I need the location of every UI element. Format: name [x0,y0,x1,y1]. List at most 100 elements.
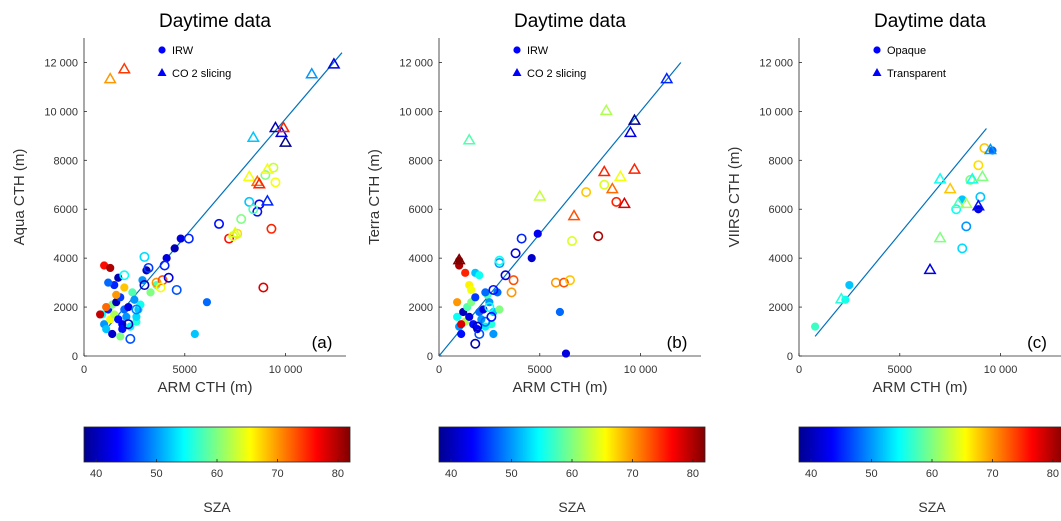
legend-marker-circle [513,46,521,54]
scatter-point-triangle [923,262,937,275]
scatter-point-filled-circle [130,295,139,304]
y-axis-label: Aqua CTH (m) [11,149,28,246]
scatter-point-triangle [277,121,291,133]
scatter-point-triangle [613,169,627,182]
legend-label: CO 2 slicing [172,68,231,80]
scatter-point-triangle [605,182,619,194]
scatter-point-open-circle [266,223,277,234]
y-tick-label: 0 [427,351,433,363]
colorbar-tick-label: 80 [687,468,699,480]
y-tick-label: 2000 [409,302,433,314]
y-tick-label: 12 000 [44,57,78,69]
y-tick-label: 12 000 [759,57,793,69]
scatter-point-triangle [117,62,131,74]
scatter-point-open-circle [611,196,622,207]
scatter-point-triangle [599,103,613,116]
scatter-point-triangle [597,165,611,177]
legend-label: IRW [172,45,194,57]
scatter-point-open-circle [516,233,527,244]
scatter-point-open-circle [506,287,517,298]
colorbar-tick-label: 40 [805,468,817,480]
x-axis-label: ARM CTH (m) [158,379,253,396]
data-points [811,143,997,331]
panel-label: (a) [312,333,333,352]
colorbar [83,426,351,463]
chart-title: Daytime data [514,11,626,32]
colorbar-tick-label: 50 [150,468,162,480]
y-tick-label: 10 000 [44,106,78,118]
scatter-point-open-circle [470,338,481,349]
y-tick-label: 4000 [769,253,793,265]
scatter-point-triangle [627,113,642,125]
y-tick-label: 0 [787,351,793,363]
panel-b: Daytime data 0 2000 4000 6000 8000 10 000 12 00… [366,11,706,515]
scatter-point-filled-circle [104,278,113,287]
scatter-point-filled-circle [533,229,542,238]
scatter-point-triangle [533,189,547,201]
scatter-point-filled-circle [116,332,125,341]
scatter-point-open-circle [155,282,166,293]
one-to-one-line [103,52,343,332]
legend-marker-circle [158,46,166,54]
scatter-point-triangle [252,177,266,189]
scatter-point-triangle [617,196,631,209]
colorbar [438,426,706,463]
colorbar-label: SZA [558,499,586,515]
x-tick-label: 10 000 [269,364,303,376]
scatter-point-filled-circle [190,329,199,339]
y-tick-label: 8000 [769,155,793,167]
scatter-point-open-circle [593,231,604,242]
x-axis-label: ARM CTH (m) [513,379,608,396]
colorbar-tick-label: 40 [445,468,457,480]
scatter-point-filled-circle [475,271,484,280]
scatter-point-open-circle [567,236,578,247]
colorbar [798,426,1061,463]
y-tick-label: 6000 [54,204,78,216]
scatter-point-filled-circle [461,268,470,277]
scatter-point-filled-circle [96,310,105,319]
scatter-point-open-circle [965,174,976,185]
scatter-point-open-circle [973,160,984,171]
data-points [452,72,674,358]
y-axis-label: Terra CTH (m) [366,149,383,245]
legend-marker-triangle [872,68,882,76]
y-tick-label: 10 000 [399,106,433,118]
scatter-point-triangle [305,67,319,79]
scatter-point-open-circle [159,260,170,271]
scatter-point-triangle [327,57,341,69]
scatter-point-filled-circle [102,324,111,334]
scatter-point-filled-circle [453,298,462,307]
scatter-point-triangle [623,125,637,138]
scatter-point-triangle [242,169,256,182]
colorbar-tick-label: 80 [332,468,344,480]
scatter-point-triangle [834,292,848,304]
scatter-point-open-circle [975,192,986,203]
scatter-point-open-circle [248,204,259,215]
scatter-point-filled-circle [112,290,121,299]
scatter-point-triangle [103,72,117,84]
scatter-point-triangle [246,130,260,143]
scatter-point-open-circle [214,218,225,229]
scatter-point-open-circle [123,319,134,330]
colorbar-tick-label: 70 [271,468,283,480]
scatter-point-filled-circle [457,329,466,339]
scatter-point-open-circle [258,282,269,293]
y-tick-label: 2000 [769,302,793,314]
scatter-point-triangle [260,194,274,206]
scatter-point-triangle [268,121,282,133]
x-tick-label: 0 [796,364,802,376]
x-tick-label: 0 [81,364,87,376]
scatter-point-filled-circle [146,288,155,297]
y-tick-label: 6000 [409,204,433,216]
scatter-point-open-circle [500,270,511,281]
legend-marker-circle [873,46,881,54]
chart-title: Daytime data [874,11,986,32]
one-to-one-line [814,128,987,337]
scatter-point-open-circle [472,321,483,332]
scatter-point-open-circle [961,221,972,232]
colorbar-tick-label: 70 [626,468,638,480]
one-to-one-line [438,62,682,357]
legend-label: Opaque [887,45,926,57]
legend-marker-triangle [512,68,522,76]
